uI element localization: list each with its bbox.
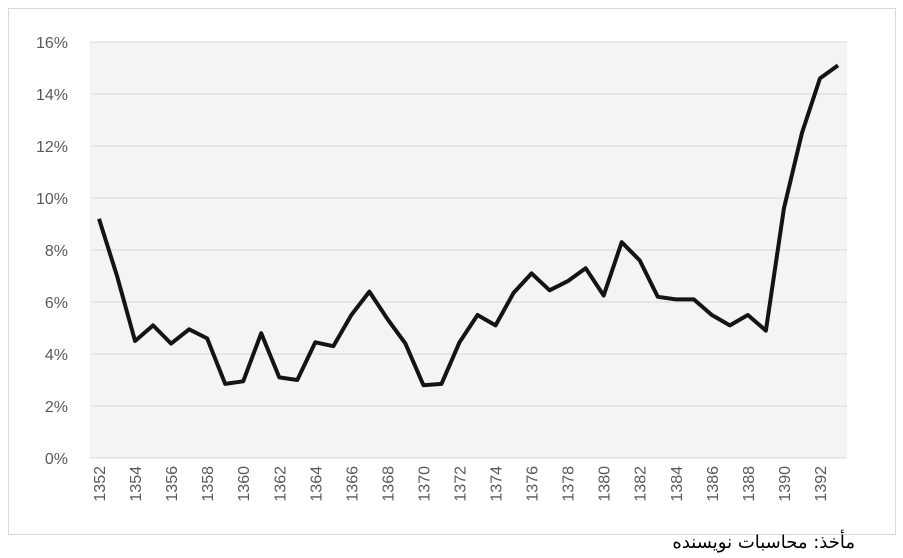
x-tick-label: 1372 xyxy=(452,466,469,502)
x-tick-label: 1374 xyxy=(489,466,506,502)
x-tick-label: 1390 xyxy=(777,466,794,502)
x-tick-label: 1358 xyxy=(200,466,217,502)
x-tick-label: 1382 xyxy=(633,466,650,502)
x-tick-label: 1376 xyxy=(525,466,542,502)
data-line xyxy=(97,63,840,388)
x-tick-label: 1354 xyxy=(128,466,145,502)
y-tick-label: 0% xyxy=(45,451,68,468)
source-note: مأخذ: محاسبات نویسنده xyxy=(672,532,855,553)
x-tick-label: 1378 xyxy=(561,466,578,502)
y-tick-label: 2% xyxy=(45,399,68,416)
y-tick-label: 10% xyxy=(36,191,68,208)
x-tick-label: 1384 xyxy=(669,466,686,502)
x-tick-label: 1366 xyxy=(344,466,361,502)
y-tick-label: 16% xyxy=(36,35,68,52)
x-tick-label: 1380 xyxy=(597,466,614,502)
x-tick-label: 1362 xyxy=(272,466,289,502)
x-tick-label: 1392 xyxy=(813,466,830,502)
x-tick-label: 1386 xyxy=(705,466,722,502)
x-tick-label: 1364 xyxy=(308,466,325,502)
x-tick-label: 1368 xyxy=(380,466,397,502)
x-tick-label: 1370 xyxy=(416,466,433,502)
y-tick-label: 14% xyxy=(36,87,68,104)
y-tick-label: 12% xyxy=(36,139,68,156)
x-tick-label: 1360 xyxy=(236,466,253,502)
y-tick-label: 4% xyxy=(45,347,68,364)
x-tick-label: 1388 xyxy=(741,466,758,502)
x-tick-label: 1356 xyxy=(164,466,181,502)
y-tick-label: 8% xyxy=(45,243,68,260)
y-tick-label: 6% xyxy=(45,295,68,312)
x-tick-label: 1352 xyxy=(92,466,109,502)
